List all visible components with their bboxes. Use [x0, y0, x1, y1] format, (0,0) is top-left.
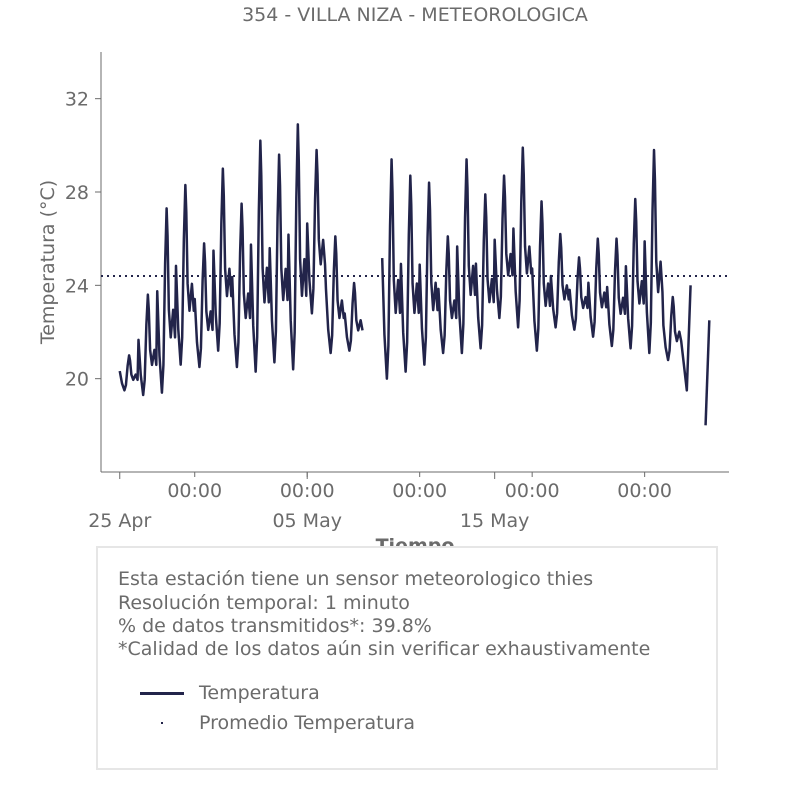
y-tick-label: 24 [65, 275, 89, 297]
x-minor-tick-label: 00:00 [280, 480, 335, 502]
data-percent-info: % de datos transmitidos*: 39.8% [118, 615, 432, 637]
chart-title: 354 - VILLA NIZA - METEOROLOGICA [242, 4, 588, 26]
legend-label-temperatura: Temperatura [199, 682, 320, 704]
x-major-tick-label: 25 Apr [88, 510, 151, 532]
x-minor-tick-label: 00:00 [392, 480, 447, 502]
resolution-info: Resolución temporal: 1 minuto [118, 592, 410, 614]
y-tick-label: 32 [65, 89, 89, 111]
x-minor-tick-label: 00:00 [505, 480, 560, 502]
station-info: Esta estación tiene un sensor meteorolog… [118, 568, 594, 590]
quality-note: *Calidad de los datos aún sin verificar … [118, 638, 651, 660]
axes: 20 24 28 32 00:00 00:00 00:00 00:00 00:00 25 Apr 0… [65, 52, 729, 532]
temperature-chart: 354 - VILLA NIZA - METEOROLOGICA Tempera… [37, 4, 731, 546]
info-legend-box: Esta estación tiene un sensor meteorolog… [96, 546, 718, 770]
legend-label-promedio: Promedio Temperatura [199, 712, 416, 734]
y-tick-label: 28 [65, 182, 89, 204]
x-minor-tick-label: 00:00 [617, 480, 672, 502]
temperature-series [118, 123, 711, 426]
temperature-line-segment [704, 320, 711, 426]
x-major-tick-label: 05 May [272, 510, 342, 532]
y-tick-label: 20 [65, 369, 89, 391]
legend-line-swatch [140, 692, 184, 695]
legend-dot-swatch [161, 722, 163, 724]
x-axis-label: Tiempo [376, 535, 455, 546]
x-major-tick-label: 15 May [460, 510, 530, 532]
x-minor-tick-label: 00:00 [167, 480, 222, 502]
temperature-line-segment [380, 146, 692, 392]
temperature-line-segment [118, 123, 364, 397]
y-axis-label: Temperatura (°C) [37, 180, 59, 345]
